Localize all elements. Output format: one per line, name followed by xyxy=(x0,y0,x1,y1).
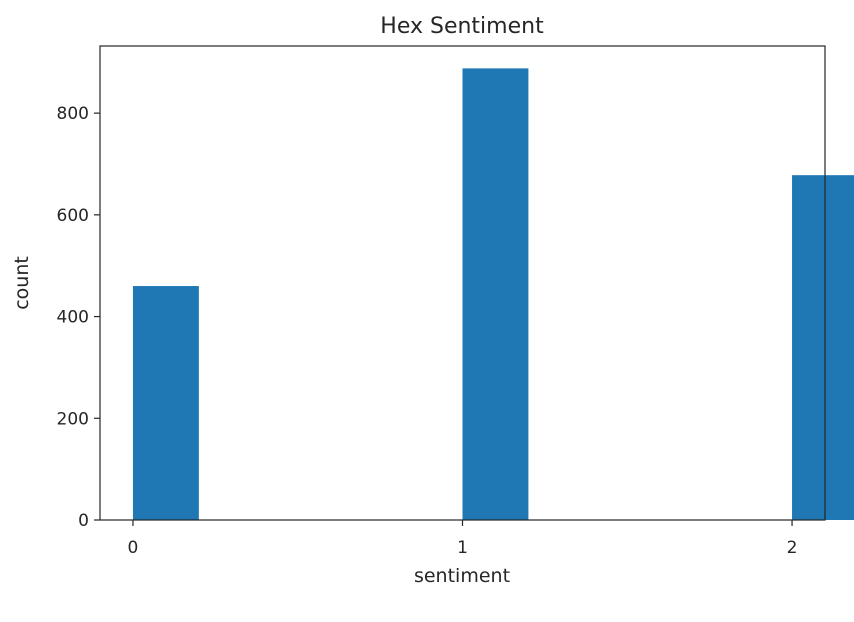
x-tick-label: 1 xyxy=(457,538,468,558)
y-tick-label: 0 xyxy=(78,511,89,531)
y-tick-label: 200 xyxy=(57,409,89,429)
y-tick-label: 400 xyxy=(57,308,89,328)
bar-0 xyxy=(132,286,199,520)
chart-title: Hex Sentiment xyxy=(380,14,544,39)
x-tick-label: 2 xyxy=(787,538,798,558)
x-axis-label: sentiment xyxy=(414,565,510,587)
x-ticks: 0 1 2 xyxy=(128,520,798,558)
y-tick-label: 600 xyxy=(57,206,89,226)
y-tick-label: 800 xyxy=(57,104,89,124)
bar-1 xyxy=(462,68,529,520)
bars-group xyxy=(132,68,854,521)
bar-2 xyxy=(792,175,854,521)
plot-frame xyxy=(99,45,826,521)
y-ticks: 0 200 400 600 800 xyxy=(57,104,100,531)
y-axis-label: count xyxy=(11,256,33,310)
x-tick-label: 0 xyxy=(128,538,139,558)
